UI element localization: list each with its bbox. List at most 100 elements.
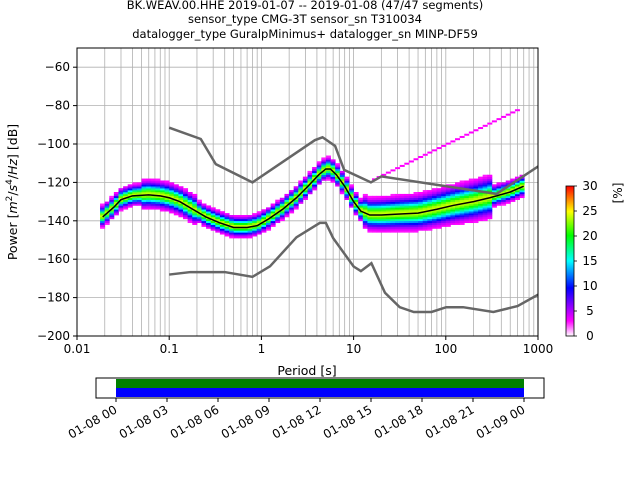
heat-cell <box>187 192 193 195</box>
heat-cell <box>478 197 484 200</box>
heat-cell <box>455 216 461 220</box>
heat-cell <box>183 193 189 197</box>
heat-cell <box>478 215 484 218</box>
heat-cell <box>196 213 202 216</box>
heat-cell <box>316 163 322 166</box>
heat-cell <box>427 211 433 214</box>
heat-cell <box>173 195 179 199</box>
heat-cell <box>441 207 447 210</box>
heat-cell <box>436 192 442 195</box>
heat-cell <box>422 220 428 224</box>
heat-cell <box>284 215 290 218</box>
heat-cell <box>155 192 161 195</box>
heat-cell <box>100 213 106 216</box>
heat-cell <box>436 197 442 200</box>
heat-cell <box>113 205 119 208</box>
heat-cell <box>408 201 414 204</box>
heat-cell <box>381 209 387 212</box>
heat-cell <box>441 215 447 218</box>
heat-cell <box>261 224 267 227</box>
heat-cell <box>141 192 147 195</box>
heat-cell <box>335 170 341 174</box>
heat-cell <box>348 193 354 197</box>
heat-cell <box>450 192 456 195</box>
x-tick-label: 100 <box>434 342 457 356</box>
heat-cell <box>418 203 424 206</box>
heat-cell <box>321 174 327 177</box>
heat-cell <box>445 193 451 197</box>
heat-cell <box>192 203 198 206</box>
heat-cell <box>436 209 442 212</box>
heat-cell <box>399 211 405 214</box>
heat-cell <box>289 203 295 206</box>
heat-cell <box>155 195 161 199</box>
heat-cell <box>468 203 474 206</box>
heat-cell <box>381 201 387 204</box>
heat-cell <box>478 209 484 212</box>
heat-cell <box>482 186 488 189</box>
heat-cell <box>192 211 198 214</box>
heat-cell <box>367 216 373 220</box>
heat-cell <box>514 197 520 200</box>
heat-cell <box>266 218 272 222</box>
heat-cell <box>325 167 331 170</box>
heat-cell <box>395 207 401 210</box>
heat-cell <box>164 203 170 206</box>
heat-cell <box>196 207 202 210</box>
heat-cell <box>385 205 391 208</box>
heat-cell <box>441 192 447 195</box>
heat-cell <box>118 199 124 202</box>
heat-cell <box>210 220 216 224</box>
heat-cell <box>482 188 488 191</box>
heat-cell <box>404 205 410 208</box>
heat-cell <box>422 228 428 231</box>
heat-cell <box>496 184 502 187</box>
heat-cell <box>381 205 387 208</box>
heat-cell <box>431 205 437 208</box>
heat-cell <box>141 199 147 202</box>
heat-cell <box>298 186 304 189</box>
heat-cell <box>385 195 391 199</box>
heat-cell <box>436 201 442 204</box>
heat-cell <box>173 203 179 206</box>
heat-cell <box>362 220 368 224</box>
heat-cell <box>464 211 470 214</box>
heat-cell <box>187 201 193 204</box>
heat-cell <box>519 195 525 199</box>
heat-cell <box>344 184 350 187</box>
heat-cell <box>473 215 479 218</box>
heat-cell <box>468 216 474 220</box>
heat-cell <box>247 236 253 239</box>
heat-cell <box>348 201 354 204</box>
heat-cell <box>123 192 129 195</box>
heat-cell <box>427 226 433 229</box>
heat-cell <box>178 186 184 189</box>
heat-cell <box>210 222 216 225</box>
heat-cell <box>413 218 419 222</box>
heat-cell <box>431 220 437 224</box>
heat-cell <box>413 192 419 195</box>
heat-cell <box>445 211 451 214</box>
heat-cell <box>312 170 318 174</box>
heat-cell <box>178 190 184 193</box>
heat-cell <box>464 192 470 195</box>
heat-cell <box>136 186 142 189</box>
heat-cell <box>487 213 493 216</box>
heat-cell <box>505 197 511 200</box>
heat-cell <box>344 180 350 183</box>
heat-cell <box>192 195 198 199</box>
mode-line <box>102 168 525 229</box>
heat-cell <box>293 188 299 191</box>
heat-cell <box>192 220 198 224</box>
heat-cell <box>247 234 253 237</box>
timeline-tick-label: 01-09 00 <box>474 402 528 441</box>
heat-cell <box>215 213 221 216</box>
heat-cell <box>201 222 207 225</box>
heat-cell <box>192 201 198 204</box>
heat-cell <box>404 218 410 222</box>
heat-cell <box>376 209 382 212</box>
heat-cell <box>173 209 179 212</box>
heat-cell <box>450 220 456 224</box>
heat-cell <box>459 199 465 202</box>
heat-cell <box>183 207 189 210</box>
